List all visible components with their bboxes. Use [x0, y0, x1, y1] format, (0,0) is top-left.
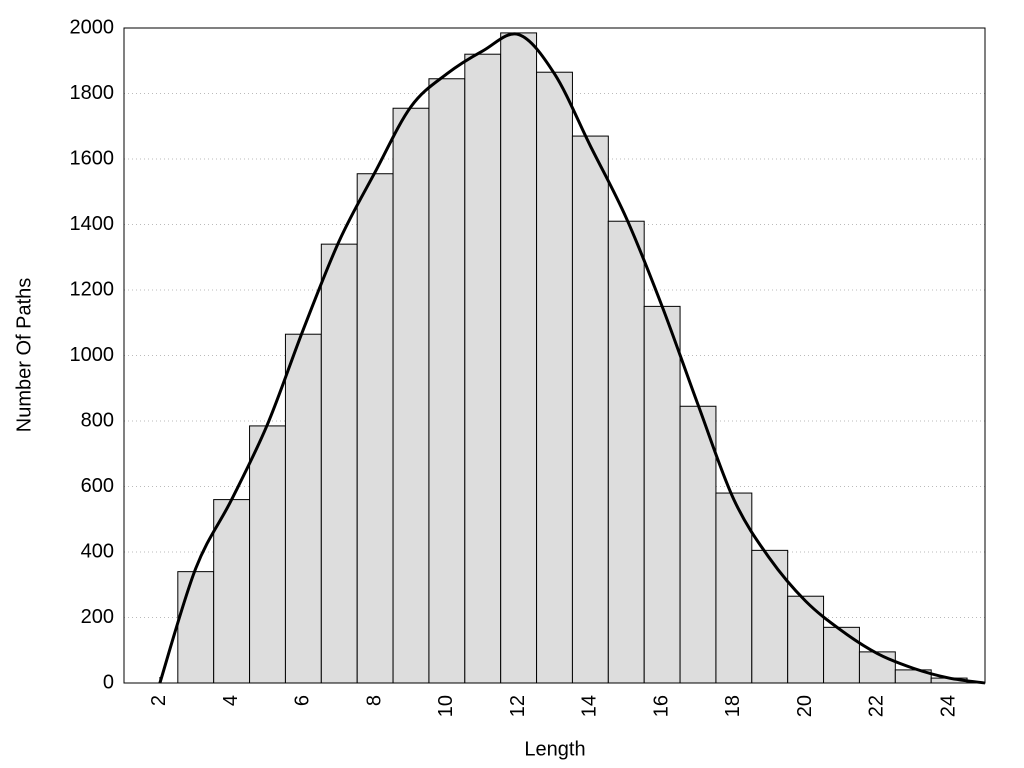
- bar: [428, 78, 466, 684]
- bar: [464, 53, 502, 684]
- y-tick-label: 0: [103, 671, 114, 693]
- x-tick-label: 10: [435, 695, 457, 717]
- bar: [213, 499, 251, 684]
- y-tick-label: 1000: [70, 344, 115, 366]
- bar: [500, 32, 538, 684]
- bar: [787, 595, 825, 684]
- x-tick-label: 6: [292, 695, 314, 706]
- bar: [823, 626, 860, 684]
- y-tick-label: 200: [81, 606, 114, 628]
- bar: [249, 425, 286, 684]
- x-tick-label: 4: [220, 695, 242, 706]
- bar: [643, 305, 681, 684]
- y-tick-label: 1400: [70, 213, 115, 235]
- bar: [858, 651, 896, 684]
- bar: [320, 243, 358, 684]
- x-tick-label: 12: [507, 695, 529, 717]
- bar: [715, 492, 753, 684]
- x-axis-label: Length: [524, 738, 585, 760]
- y-tick-label: 800: [81, 409, 114, 431]
- y-tick-label: 1200: [70, 278, 115, 300]
- bar: [177, 571, 215, 684]
- y-tick-label: 1600: [70, 147, 115, 169]
- density-line: [158, 32, 986, 685]
- x-tick-label: 18: [722, 695, 744, 717]
- y-tick-label: 400: [81, 540, 114, 562]
- y-axis-label: Number Of Paths: [13, 278, 35, 433]
- x-tick-label: 14: [579, 695, 601, 717]
- x-tick-label: 2: [148, 695, 170, 706]
- x-tick-label: 20: [794, 695, 816, 717]
- x-tick-label: 16: [650, 695, 672, 717]
- bar: [751, 549, 789, 684]
- bar: [536, 71, 573, 684]
- y-tick-label: 2000: [70, 16, 115, 38]
- y-tick-label: 1800: [70, 82, 115, 104]
- x-tick-label: 8: [363, 695, 385, 706]
- bar: [284, 333, 322, 684]
- bar: [571, 135, 609, 684]
- bar: [679, 405, 717, 684]
- x-tick-label: 24: [937, 695, 959, 717]
- bar: [392, 107, 430, 684]
- bar: [607, 220, 645, 684]
- x-tick-label: 22: [866, 695, 888, 717]
- y-tick-label: 600: [81, 475, 114, 497]
- bar: [356, 173, 394, 684]
- plot-frame: [123, 27, 986, 684]
